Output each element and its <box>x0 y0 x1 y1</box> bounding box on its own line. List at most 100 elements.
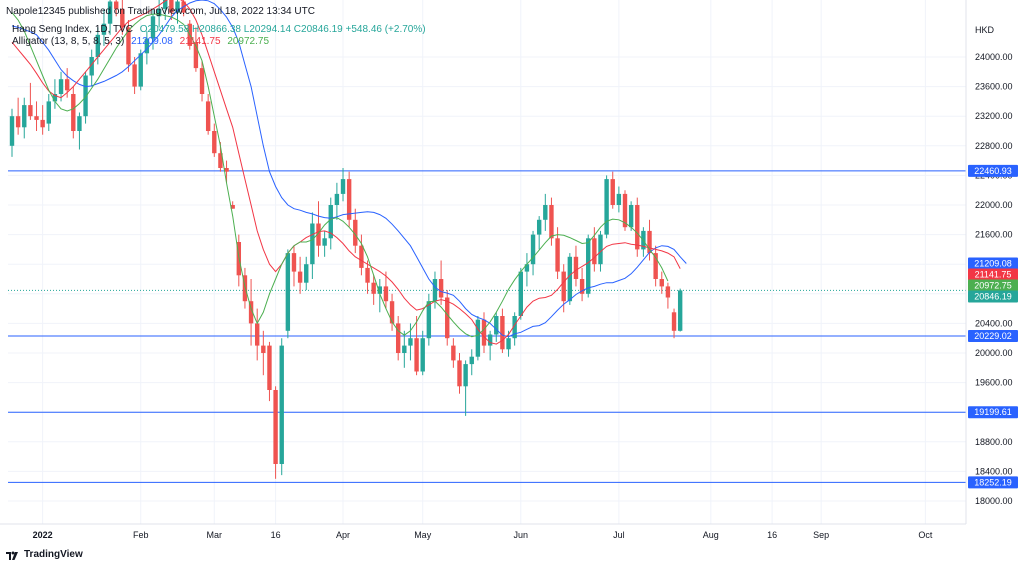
candle-body[interactable] <box>543 205 548 220</box>
candle-body[interactable] <box>420 338 425 372</box>
candle-body[interactable] <box>267 345 272 390</box>
candle-body[interactable] <box>524 264 530 272</box>
candle-body[interactable] <box>107 1 113 24</box>
candle-body[interactable] <box>426 301 432 339</box>
candle-body[interactable] <box>586 238 591 294</box>
candle-body[interactable] <box>138 53 143 87</box>
horizontal-lines[interactable] <box>8 170 966 483</box>
candle-body[interactable] <box>512 316 517 339</box>
candle-body[interactable] <box>353 219 358 246</box>
candle-body[interactable] <box>616 193 622 205</box>
tradingview-logo[interactable]: TradingView <box>6 549 83 560</box>
candle-body[interactable] <box>22 105 27 128</box>
candle-body[interactable] <box>579 279 585 294</box>
candle-body[interactable] <box>34 116 39 120</box>
alligator-lips-line[interactable] <box>11 12 669 338</box>
candle-body[interactable] <box>261 345 266 353</box>
candle-body[interactable] <box>402 345 407 353</box>
candle-body[interactable] <box>230 205 235 209</box>
candle-body[interactable] <box>83 75 88 117</box>
candle-body[interactable] <box>193 42 199 69</box>
candle-body[interactable] <box>653 253 658 279</box>
candle-body[interactable] <box>438 279 444 298</box>
candle-body[interactable] <box>487 334 493 346</box>
time-axis-panel[interactable] <box>0 524 1024 543</box>
candle-body[interactable] <box>156 8 162 17</box>
candle-body[interactable] <box>218 153 223 168</box>
candle-body[interactable] <box>120 8 125 28</box>
candle-body[interactable] <box>89 57 94 76</box>
candle-body[interactable] <box>432 279 438 302</box>
candle-body[interactable] <box>114 1 119 9</box>
candle-body[interactable] <box>175 1 180 13</box>
candle-body[interactable] <box>304 264 309 283</box>
candle-body[interactable] <box>395 323 401 353</box>
candle-body[interactable] <box>567 256 573 302</box>
candle-body[interactable] <box>328 205 333 239</box>
candle-body[interactable] <box>665 286 671 298</box>
candle-body[interactable] <box>500 316 505 350</box>
candle-body[interactable] <box>224 168 229 172</box>
candlestick-series[interactable] <box>9 0 683 479</box>
candle-body[interactable] <box>451 345 456 361</box>
candle-body[interactable] <box>530 234 536 265</box>
candle-body[interactable] <box>555 238 560 272</box>
candle-body[interactable] <box>212 131 217 154</box>
candle-body[interactable] <box>549 205 554 239</box>
candle-body[interactable] <box>604 179 609 235</box>
candle-body[interactable] <box>150 16 156 39</box>
candle-body[interactable] <box>279 345 284 464</box>
candle-body[interactable] <box>469 356 474 365</box>
candle-body[interactable] <box>598 234 603 265</box>
symbol-title[interactable]: Hang Seng Index, 1D, TVC <box>12 24 133 35</box>
alligator-title[interactable]: Alligator (13, 8, 5, 8, 5, 3) <box>12 36 125 47</box>
candle-body[interactable] <box>647 230 652 254</box>
candle-body[interactable] <box>536 219 542 235</box>
candle-body[interactable] <box>285 253 291 331</box>
candle-body[interactable] <box>297 271 303 283</box>
candle-body[interactable] <box>9 116 15 146</box>
candle-body[interactable] <box>334 193 340 205</box>
candle-body[interactable] <box>58 79 64 94</box>
candle-body[interactable] <box>322 238 327 246</box>
candle-body[interactable] <box>28 105 33 117</box>
candle-body[interactable] <box>205 101 211 131</box>
candle-body[interactable] <box>494 316 499 335</box>
candle-body[interactable] <box>77 116 82 131</box>
candle-body[interactable] <box>481 319 487 346</box>
alligator-jaw-line[interactable] <box>11 0 687 338</box>
candle-body[interactable] <box>445 297 450 339</box>
candle-body[interactable] <box>677 290 683 331</box>
candle-body[interactable] <box>365 267 370 283</box>
candle-body[interactable] <box>273 390 278 464</box>
candle-body[interactable] <box>659 279 664 287</box>
candle-body[interactable] <box>475 319 481 357</box>
candle-body[interactable] <box>377 286 382 294</box>
candle-body[interactable] <box>628 205 634 228</box>
candle-body[interactable] <box>46 101 51 124</box>
candle-body[interactable] <box>132 64 137 87</box>
candle-body[interactable] <box>64 79 70 91</box>
candle-body[interactable] <box>255 323 260 346</box>
candle-body[interactable] <box>101 23 107 35</box>
candle-body[interactable] <box>144 38 150 54</box>
alligator-teeth-line[interactable] <box>11 0 681 345</box>
candle-body[interactable] <box>506 338 511 350</box>
candle-body[interactable] <box>199 68 205 94</box>
candle-body[interactable] <box>463 364 468 387</box>
candle-body[interactable] <box>40 119 45 128</box>
candle-body[interactable] <box>389 301 395 324</box>
candle-body[interactable] <box>359 245 364 268</box>
candle-body[interactable] <box>163 0 168 9</box>
candle-body[interactable] <box>671 312 677 331</box>
candle-body[interactable] <box>71 94 76 131</box>
candle-body[interactable] <box>310 223 315 265</box>
candle-body[interactable] <box>169 0 174 13</box>
candle-body[interactable] <box>518 271 523 316</box>
candle-body[interactable] <box>408 338 413 346</box>
candle-body[interactable] <box>316 223 321 246</box>
candle-body[interactable] <box>573 256 579 279</box>
candle-body[interactable] <box>291 253 297 272</box>
candle-body[interactable] <box>248 301 254 324</box>
candle-body[interactable] <box>15 116 21 128</box>
